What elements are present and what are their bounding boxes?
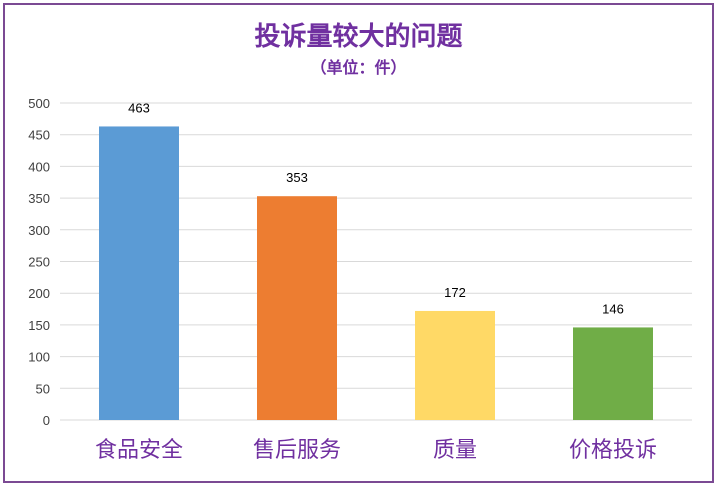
x-category-label: 价格投诉 (569, 438, 657, 463)
y-tick-label: 100 (28, 350, 50, 365)
bar (257, 196, 337, 420)
data-label: 353 (286, 170, 308, 185)
chart-subtitle: （单位：件） (310, 58, 407, 77)
y-tick-label: 500 (28, 96, 50, 111)
y-tick-label: 450 (28, 128, 50, 143)
y-tick-label: 150 (28, 318, 50, 333)
y-tick-label: 400 (28, 159, 50, 174)
data-label: 463 (128, 100, 150, 115)
y-tick-label: 200 (28, 286, 50, 301)
y-tick-label: 50 (36, 381, 50, 396)
bar (573, 327, 653, 420)
x-category-label: 售后服务 (253, 438, 341, 463)
y-tick-label: 250 (28, 255, 50, 270)
x-category-label: 质量 (433, 438, 477, 463)
y-tick-label: 0 (43, 413, 50, 428)
bar (99, 126, 179, 420)
y-tick-label: 300 (28, 223, 50, 238)
x-category-label: 食品安全 (95, 438, 183, 463)
y-tick-label: 350 (28, 191, 50, 206)
chart-title: 投诉量较大的问题 (254, 22, 463, 52)
data-label: 172 (444, 285, 466, 300)
data-label: 146 (602, 301, 624, 316)
bar (415, 310, 495, 420)
